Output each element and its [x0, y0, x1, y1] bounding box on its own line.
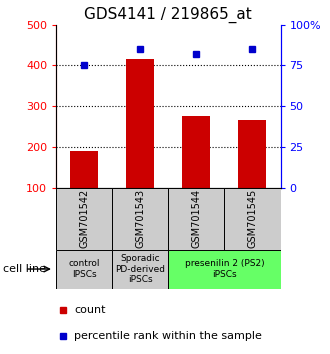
Text: GSM701542: GSM701542 — [79, 189, 89, 248]
Bar — [56, 250, 112, 289]
Bar — [224, 188, 280, 250]
Bar — [126, 59, 154, 188]
Text: presenilin 2 (PS2)
iPSCs: presenilin 2 (PS2) iPSCs — [184, 259, 264, 279]
Text: control
IPSCs: control IPSCs — [68, 259, 100, 279]
Bar — [182, 116, 211, 188]
Text: Sporadic
PD-derived
iPSCs: Sporadic PD-derived iPSCs — [115, 254, 165, 284]
Bar — [168, 188, 224, 250]
Text: GSM701543: GSM701543 — [135, 189, 145, 248]
Bar — [56, 188, 112, 250]
Text: percentile rank within the sample: percentile rank within the sample — [74, 331, 262, 341]
Bar — [70, 151, 98, 188]
Text: GSM701544: GSM701544 — [191, 189, 201, 248]
Bar — [239, 120, 267, 188]
Text: count: count — [74, 305, 106, 315]
Text: GSM701545: GSM701545 — [248, 189, 257, 248]
Bar — [112, 188, 168, 250]
Text: cell line: cell line — [3, 264, 46, 274]
Bar — [112, 250, 168, 289]
Bar — [168, 250, 280, 289]
Title: GDS4141 / 219865_at: GDS4141 / 219865_at — [84, 7, 252, 23]
